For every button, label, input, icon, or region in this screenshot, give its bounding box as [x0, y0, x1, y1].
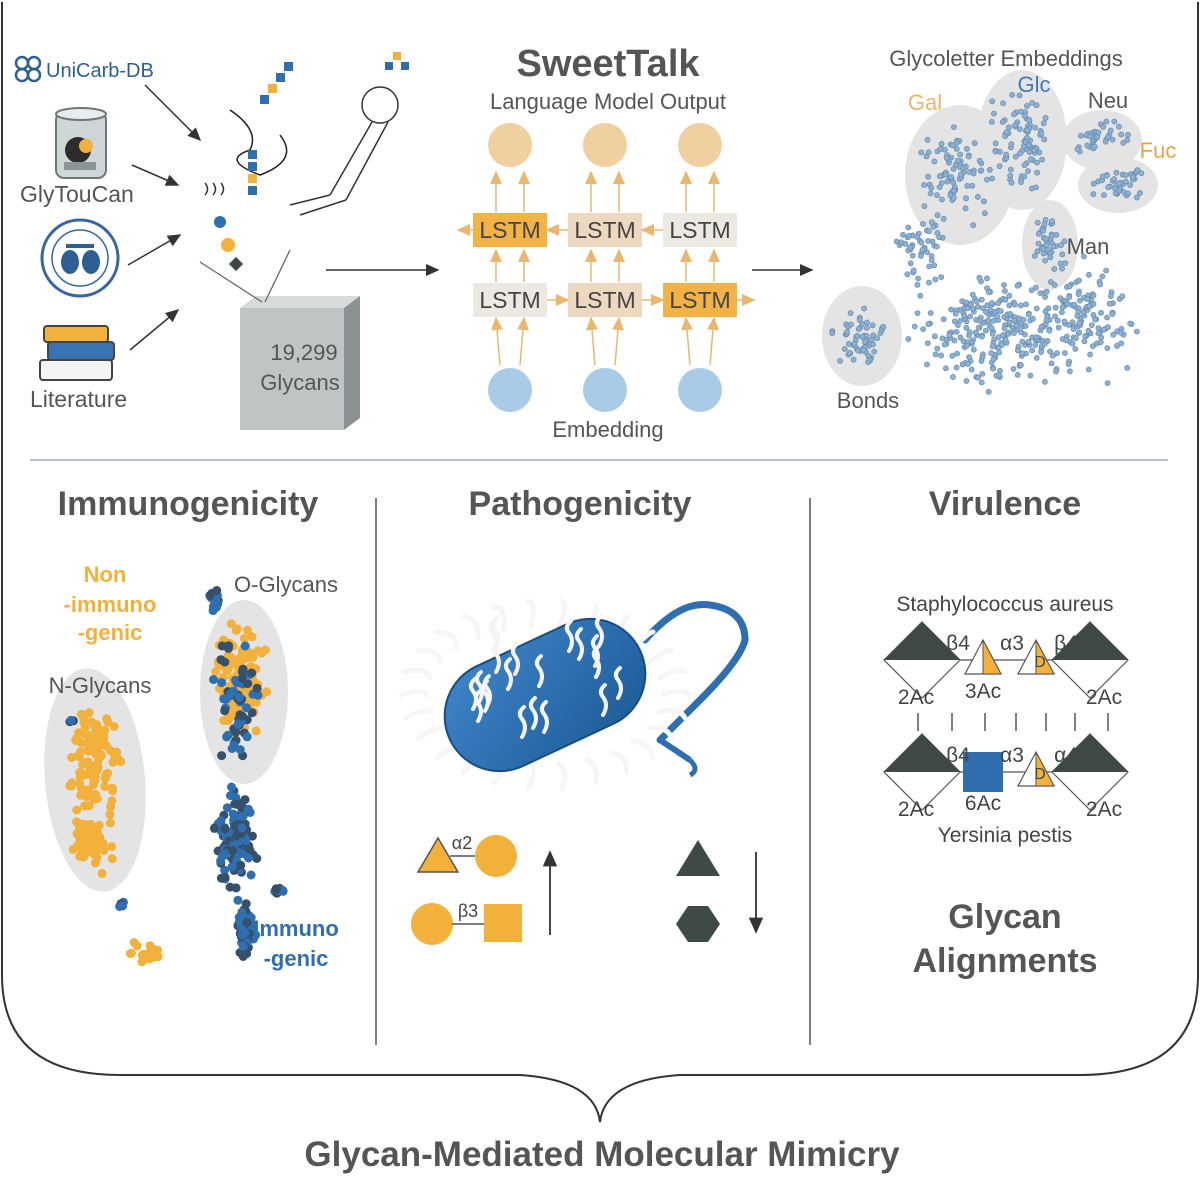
- embeddings-title: Glycoletter Embeddings: [889, 46, 1123, 71]
- svg-text:2Ac: 2Ac: [1086, 686, 1122, 709]
- unicarb-logo: UniCarb-DB: [14, 55, 154, 83]
- glycan-count-box: [199, 249, 360, 430]
- bond-label-beta3: β3: [458, 901, 478, 921]
- glytoucan-can-icon: [55, 107, 107, 179]
- organism-bottom-label: Yersinia pestis: [938, 824, 1073, 847]
- svg-text:6Ac: 6Ac: [965, 792, 1001, 815]
- cluster-label-bonds: Bonds: [837, 388, 899, 413]
- virulence-title: Virulence: [929, 485, 1081, 523]
- pathogenic-motif-down: [676, 840, 764, 942]
- glycan-alignment: Dβ4 α3 β4 2Ac 3Ac 2Ac Dβ4 α3 α4 2Ac 6Ac 2Ac: [883, 621, 1129, 821]
- output-node: [583, 123, 627, 167]
- cluster-label-glc: Glc: [1018, 72, 1051, 97]
- glycan-count-label: Glycans: [260, 370, 339, 395]
- non-immunogenic-line-3: -genic: [78, 620, 143, 645]
- n-glycans-label: N-Glycans: [49, 673, 152, 698]
- organism-top-label: Staphylococcus aureus: [896, 593, 1113, 616]
- lstm-cell: [568, 213, 642, 247]
- lstm-cell-label: LSTM: [574, 217, 635, 243]
- lstm-cell: [663, 283, 737, 317]
- o-glycans-label: O-Glycans: [234, 572, 338, 597]
- embedding-label: Embedding: [552, 417, 663, 442]
- cluster-label-neu: Neu: [1088, 88, 1128, 113]
- bond-label-alpha2: α2: [452, 833, 472, 853]
- svg-text:D: D: [1034, 654, 1046, 671]
- lstm-cell: [568, 283, 642, 317]
- embedding-node: [678, 368, 722, 412]
- svg-text:β4: β4: [946, 744, 970, 767]
- embedding-node: [583, 368, 627, 412]
- svg-text:α4: α4: [1054, 744, 1078, 767]
- svg-text:β4: β4: [1054, 632, 1078, 655]
- immunogenic-line-1: Immuno: [253, 916, 339, 941]
- unicarb-label: UniCarb-DB: [46, 60, 154, 82]
- svg-text:2Ac: 2Ac: [898, 686, 934, 709]
- pathogenic-motif-up: [411, 835, 558, 945]
- svg-text:D: D: [1034, 766, 1046, 783]
- cluster-label-gal: Gal: [908, 90, 942, 115]
- immunogenic-line-2: -genic: [264, 946, 329, 971]
- cluster-label-man: Man: [1067, 234, 1110, 259]
- svg-text:α3: α3: [1000, 744, 1024, 767]
- svg-text:2Ac: 2Ac: [1086, 798, 1122, 821]
- lstm-cell-label: LSTM: [669, 217, 730, 243]
- embedding-node: [488, 368, 532, 412]
- model-output-label: Language Model Output: [490, 89, 726, 114]
- glytoucan-label: GlyTouCan: [20, 181, 134, 207]
- sweettalk-title: SweetTalk: [516, 43, 700, 85]
- output-node: [678, 123, 722, 167]
- glycan-count: 19,299: [270, 340, 337, 365]
- svg-text:β4: β4: [946, 632, 970, 655]
- cluster-label-fuc: Fuc: [1140, 138, 1177, 163]
- non-immunogenic-line-1: Non: [84, 562, 127, 587]
- non-immunogenic-line-2: -immuno: [64, 592, 157, 617]
- bacterium-illustration: [398, 598, 749, 792]
- lstm-cell-label: LSTM: [479, 287, 540, 313]
- svg-text:3Ac: 3Ac: [965, 680, 1001, 703]
- lstm-cell: [663, 213, 737, 247]
- lstm-cell-label: LSTM: [574, 287, 635, 313]
- alignment-title-line-1: Glycan: [948, 898, 1061, 936]
- svg-text:α3: α3: [1000, 632, 1024, 655]
- svg-text:2Ac: 2Ac: [898, 798, 934, 821]
- literature-label: Literature: [30, 386, 127, 412]
- outer-bracket: [0, 2, 1199, 1123]
- glycan-structure-sketches: [204, 52, 409, 272]
- lstm-cell-label: LSTM: [479, 217, 540, 243]
- lstm-cell: [473, 283, 547, 317]
- footer-title: Glycan-Mediated Molecular Mimicry: [304, 1135, 900, 1174]
- source-arrows: [127, 84, 202, 351]
- books-icon: [39, 325, 115, 381]
- immunogenicity-points: [65, 586, 288, 967]
- lstm-cell-label: LSTM: [669, 287, 730, 313]
- pathogenicity-title: Pathogenicity: [469, 485, 692, 523]
- lstm-cell: [473, 213, 547, 247]
- lstm-network: LSTM LSTM LSTM LSTM LSTM LSTM: [456, 123, 756, 412]
- embedding-points: [829, 92, 1145, 395]
- output-node: [488, 123, 532, 167]
- immunogenicity-title: Immunogenicity: [58, 485, 319, 523]
- alignment-title-line-2: Alignments: [912, 942, 1097, 980]
- csdb-badge-icon: [40, 218, 120, 298]
